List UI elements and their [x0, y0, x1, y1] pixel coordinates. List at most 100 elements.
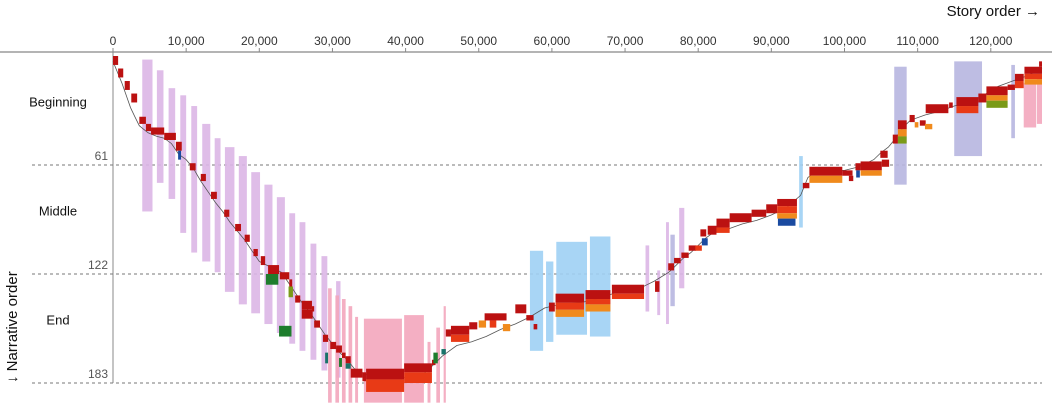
scene-block — [1039, 61, 1042, 67]
character-span — [299, 222, 306, 351]
x-tick-label: 30,000 — [314, 34, 351, 48]
scene-block — [404, 363, 432, 373]
scene-block — [766, 204, 778, 214]
scene-block — [1024, 73, 1042, 80]
scene-block — [729, 213, 752, 223]
boundary-label-183: 183 — [88, 367, 108, 381]
scene-block — [881, 159, 890, 167]
x-tick-label: 10,000 — [168, 34, 205, 48]
scene-block — [809, 175, 843, 183]
x-tick-label: 60,000 — [534, 34, 571, 48]
character-span — [799, 156, 803, 228]
scene-block — [914, 122, 919, 128]
scene-block — [919, 120, 926, 126]
scene-block — [688, 245, 697, 251]
scene-block — [469, 322, 478, 330]
scene-block — [897, 129, 907, 137]
character-span-layer — [142, 59, 1042, 403]
character-span — [328, 288, 332, 403]
character-span — [546, 261, 554, 342]
scene-block — [301, 309, 313, 319]
scene-block — [802, 182, 810, 189]
scene-block — [701, 238, 708, 246]
character-span — [657, 270, 661, 316]
x-tick-label: 110,000 — [896, 34, 939, 48]
character-span — [289, 213, 296, 344]
scene-block — [716, 218, 730, 228]
scene-block — [855, 163, 861, 171]
scene-block — [345, 363, 351, 369]
scene-block — [311, 306, 315, 312]
scene-block — [611, 284, 645, 294]
scene-block — [978, 93, 987, 103]
scene-block — [260, 256, 266, 266]
scene-block — [339, 357, 342, 367]
scene-block — [860, 161, 882, 171]
scene-block — [502, 324, 511, 332]
character-span — [355, 316, 359, 403]
main-path-layer — [112, 61, 1043, 378]
scene-block — [924, 123, 933, 130]
scene-block — [555, 302, 585, 310]
character-span — [589, 236, 611, 337]
character-span — [679, 207, 685, 289]
section-label-beginning: Beginning — [29, 95, 87, 110]
scene-block — [695, 245, 702, 251]
character-span — [224, 147, 235, 292]
scene-block — [145, 123, 152, 132]
boundary-label-122: 122 — [88, 258, 108, 272]
scene-block — [289, 279, 293, 287]
scene-block — [330, 341, 337, 350]
x-tick-label: 40,000 — [387, 34, 424, 48]
scene-block — [113, 56, 119, 65]
scene-block — [986, 86, 1008, 96]
scene-block — [175, 141, 182, 151]
scene-block — [366, 368, 405, 380]
scene-block — [279, 325, 292, 337]
scene-block — [897, 136, 907, 144]
scene-block — [777, 198, 797, 207]
scene-block — [433, 352, 438, 364]
character-span — [156, 70, 164, 183]
scene-block — [301, 300, 312, 310]
scene-block — [526, 315, 534, 321]
scene-block — [777, 218, 796, 226]
scene-block — [366, 379, 405, 392]
scene-block — [860, 170, 882, 176]
scene-block — [585, 304, 611, 312]
character-span — [276, 197, 285, 333]
scene-block — [533, 324, 538, 330]
scene-block — [585, 299, 611, 305]
character-span — [341, 299, 346, 403]
section-label-end: End — [46, 313, 69, 328]
scene-block — [131, 93, 138, 103]
scene-block — [956, 97, 979, 107]
scene-block — [253, 248, 258, 257]
scene-block-layer — [113, 56, 1042, 392]
scene-block — [716, 227, 730, 233]
character-span — [202, 123, 211, 262]
scene-block — [555, 293, 585, 303]
scene-block — [548, 302, 555, 312]
scene-block — [265, 274, 279, 285]
character-span — [1011, 64, 1015, 139]
scene-block — [224, 209, 230, 217]
character-span — [310, 243, 317, 360]
scene-block — [751, 209, 767, 217]
y-axis-title: ↓ Narrative order — [4, 271, 21, 383]
scene-block — [681, 252, 689, 258]
scene-block — [325, 352, 329, 364]
scene-block — [345, 356, 351, 364]
scene-block — [777, 213, 797, 219]
scene-block — [986, 100, 1008, 108]
scene-block — [707, 225, 717, 235]
scene-block — [555, 309, 585, 317]
section-label-middle: Middle — [39, 204, 77, 219]
character-span — [251, 172, 261, 314]
character-span — [436, 327, 440, 403]
x-tick-label: 0 — [110, 34, 117, 48]
scene-block — [178, 150, 182, 160]
scene-block — [279, 272, 290, 280]
scene-block — [235, 223, 242, 232]
